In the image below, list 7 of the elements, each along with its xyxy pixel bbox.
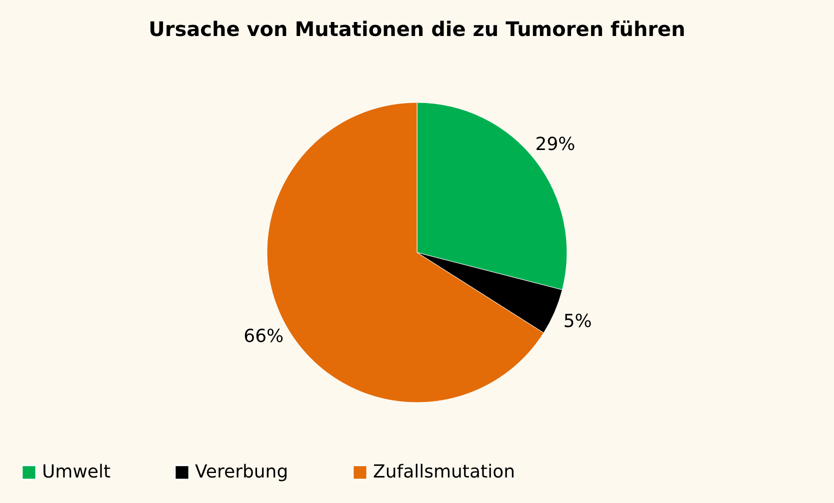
chart-title: Ursache von Mutationen die zu Tumoren führen [148, 17, 686, 41]
legend-label: Umwelt [42, 461, 111, 482]
data-label: 29% [535, 134, 576, 156]
legend-label: Zufallsmutation [373, 461, 515, 482]
data-label: 66% [244, 326, 284, 347]
data-label: 5% [563, 311, 592, 332]
legend-label: Vererbung [195, 461, 288, 482]
